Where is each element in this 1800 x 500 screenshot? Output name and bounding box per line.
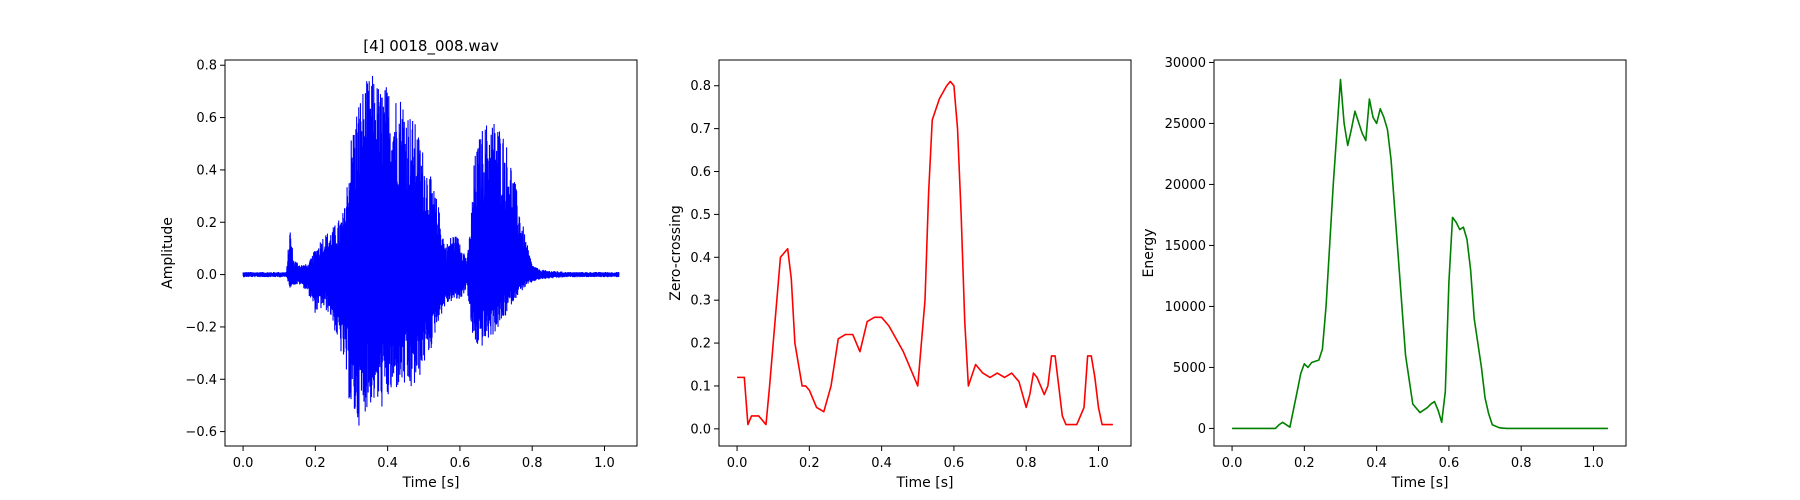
zero-crossing-x-tick-label: 0.0: [727, 456, 748, 471]
amplitude-plot-area: [242, 75, 620, 426]
energy-series-line: [1232, 78, 1608, 430]
amplitude-panel: [4] 0018_008.wav 0.0 0.2 0.4 0.6 0.8 1.0 −0.6…: [160, 37, 638, 491]
amplitude-x-tick-label: 0.6: [450, 456, 471, 471]
energy-x-tick-label: 0.0: [1222, 456, 1243, 471]
energy-y-tick-label: 0: [1198, 422, 1206, 437]
amplitude-y-tick-label: 0.2: [196, 216, 217, 231]
zero-crossing-y-tick-label: 0.0: [690, 422, 711, 437]
energy-axes-frame: [1213, 59, 1627, 447]
amplitude-x-tick-label: 0.8: [522, 456, 543, 471]
energy-x-tick-label: 0.4: [1366, 456, 1387, 471]
energy-x-tick-label: 1.0: [1583, 456, 1604, 471]
energy-y-tick-label: 5000: [1173, 361, 1206, 376]
zero-crossing-y-tick-label: 0.2: [690, 337, 711, 352]
energy-y-tick-label: 20000: [1165, 178, 1206, 193]
zero-crossing-x-tick-label: 0.4: [871, 456, 892, 471]
energy-x-axis-label: Time [s]: [1391, 475, 1449, 491]
amplitude-y-tick-label: −0.2: [185, 320, 217, 335]
zero-crossing-y-tick-label: 0.8: [690, 79, 711, 94]
amplitude-waveform-line: [242, 75, 620, 426]
energy-y-tick-label: 10000: [1165, 300, 1206, 315]
energy-x-tick-label: 0.8: [1511, 456, 1532, 471]
energy-plot-area: [1232, 78, 1608, 430]
energy-x-ticks: 0.0 0.2 0.4 0.6 0.8 1.0: [1222, 446, 1604, 471]
energy-y-tick-label: 30000: [1165, 56, 1206, 71]
amplitude-y-tick-label: −0.4: [185, 373, 217, 388]
zero-crossing-x-ticks: 0.0 0.2 0.4 0.6 0.8 1.0: [727, 446, 1109, 471]
amplitude-x-axis-label: Time [s]: [402, 475, 460, 491]
zero-crossing-panel: 0.0 0.2 0.4 0.6 0.8 1.0 0.0 0.1 0.2 0.3 0.4 0.5 0.6…: [668, 59, 1132, 491]
energy-y-tick-label: 15000: [1165, 239, 1206, 254]
zero-crossing-x-tick-label: 0.8: [1016, 456, 1037, 471]
amplitude-x-tick-label: 0.2: [305, 456, 326, 471]
zero-crossing-y-tick-label: 0.5: [690, 208, 711, 223]
amplitude-x-tick-label: 0.4: [377, 456, 398, 471]
amplitude-x-tick-label: 0.0: [233, 456, 254, 471]
amplitude-chart-title: [4] 0018_008.wav: [363, 37, 499, 56]
zero-crossing-plot-area: [737, 80, 1113, 426]
zero-crossing-y-tick-label: 0.7: [690, 122, 711, 137]
energy-panel: 0.0 0.2 0.4 0.6 0.8 1.0 0 5000 10000 15000 20000 2…: [1141, 56, 1627, 491]
amplitude-y-axis-label: Amplitude: [160, 217, 176, 289]
zero-crossing-y-ticks: 0.0 0.1 0.2 0.3 0.4 0.5 0.6 0.7 0.8: [690, 79, 719, 437]
amplitude-y-tick-label: 0.0: [196, 268, 217, 283]
amplitude-y-ticks: −0.6 −0.4 −0.2 0.0 0.2 0.4 0.6 0.8: [185, 59, 225, 440]
amplitude-y-tick-label: 0.6: [196, 111, 217, 126]
amplitude-x-ticks: 0.0 0.2 0.4 0.6 0.8 1.0: [233, 446, 615, 471]
amplitude-axes-frame: [224, 59, 638, 447]
energy-x-tick-label: 0.2: [1294, 456, 1315, 471]
amplitude-y-tick-label: 0.4: [196, 163, 217, 178]
zero-crossing-y-axis-label: Zero-crossing: [668, 205, 684, 300]
energy-y-ticks: 0 5000 10000 15000 20000 25000 30000: [1165, 56, 1214, 437]
zero-crossing-x-tick-label: 0.6: [944, 456, 965, 471]
zero-crossing-axes-frame: [718, 59, 1132, 447]
energy-y-tick-label: 25000: [1165, 117, 1206, 132]
zero-crossing-y-tick-label: 0.6: [690, 165, 711, 180]
zero-crossing-series-line: [737, 80, 1113, 426]
amplitude-y-tick-label: 0.8: [196, 59, 217, 74]
energy-x-tick-label: 0.6: [1439, 456, 1460, 471]
zero-crossing-x-tick-label: 0.2: [799, 456, 820, 471]
zero-crossing-y-tick-label: 0.3: [690, 294, 711, 309]
zero-crossing-y-tick-label: 0.1: [690, 379, 711, 394]
zero-crossing-x-axis-label: Time [s]: [896, 475, 954, 491]
zero-crossing-x-tick-label: 1.0: [1088, 456, 1109, 471]
amplitude-y-tick-label: −0.6: [185, 425, 217, 440]
energy-y-axis-label: Energy: [1141, 228, 1157, 277]
amplitude-x-tick-label: 1.0: [594, 456, 615, 471]
zero-crossing-y-tick-label: 0.4: [690, 251, 711, 266]
